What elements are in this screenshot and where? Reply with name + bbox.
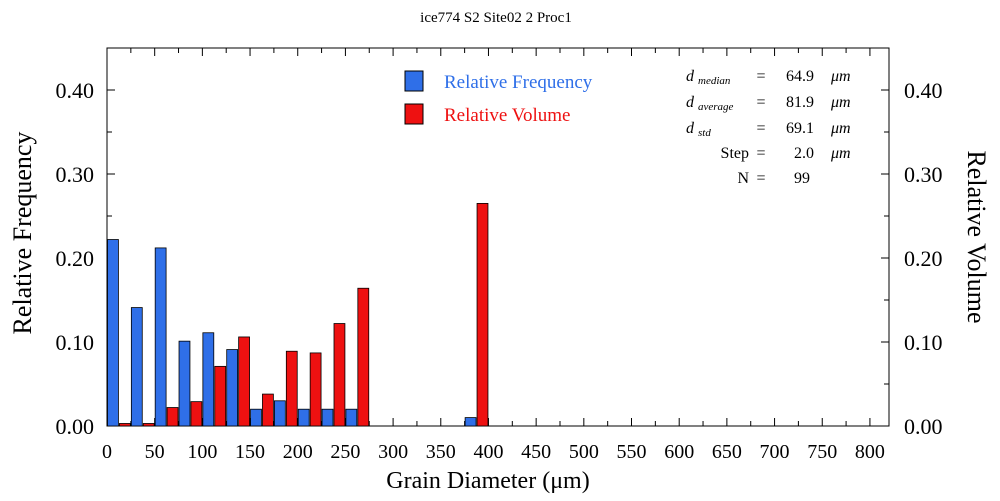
x-tick-label: 750 xyxy=(807,441,837,463)
bar-relative-frequency xyxy=(130,307,143,427)
bar-relative-volume xyxy=(476,202,489,427)
stat-median-eq: = xyxy=(756,68,765,85)
x-tick-labels: 0 50 100 150 200 250 300 350 400 450 500 550 600 650 7… xyxy=(102,441,885,463)
plot-frame xyxy=(106,47,890,427)
x-tick-label: 600 xyxy=(664,441,694,463)
x-tick-label: 150 xyxy=(235,441,265,463)
legend-swatch-frequency xyxy=(404,70,424,92)
y-tick-label-right: 0.00 xyxy=(904,414,943,439)
x-tick-label: 0 xyxy=(102,441,112,463)
legend-swatch-volume xyxy=(404,103,424,125)
bar-relative-volume xyxy=(166,407,179,427)
axis-ticks xyxy=(106,47,889,427)
bar-relative-volume xyxy=(309,352,322,427)
stat-std-value: 69.1 xyxy=(786,120,814,137)
stats-box: d median = 64.9 μm d average = 81.9 μm d st… xyxy=(686,68,851,187)
stat-n-label: N xyxy=(737,170,749,187)
x-tick-label: 300 xyxy=(378,441,408,463)
x-tick-label: 200 xyxy=(283,441,313,463)
x-tick-label: 50 xyxy=(145,441,165,463)
x-tick-label: 800 xyxy=(855,441,885,463)
x-tick-label: 700 xyxy=(760,441,790,463)
y-tick-label-left: 0.00 xyxy=(56,414,95,439)
stat-n-eq: = xyxy=(756,170,765,187)
bar-relative-frequency xyxy=(297,408,310,427)
bar-relative-frequency xyxy=(202,332,215,427)
bar-relative-volume xyxy=(238,336,250,427)
stat-n-value: 99 xyxy=(794,170,810,187)
y-tick-label-right: 0.10 xyxy=(904,330,943,355)
bar-relative-volume xyxy=(262,393,274,427)
x-axis-title: Grain Diameter (μm) xyxy=(386,468,589,494)
y-tick-label-left: 0.30 xyxy=(56,162,95,187)
x-tick-label: 400 xyxy=(473,441,503,463)
bar-relative-volume xyxy=(333,323,346,427)
y-tick-label-left: 0.10 xyxy=(56,330,95,355)
bars-group xyxy=(107,202,489,427)
x-tick-label: 350 xyxy=(426,441,456,463)
bar-relative-frequency xyxy=(107,239,119,427)
bar-relative-frequency xyxy=(321,408,334,427)
bar-relative-frequency xyxy=(154,247,167,427)
legend-label-volume: Relative Volume xyxy=(444,105,570,126)
bar-relative-frequency xyxy=(250,408,262,427)
y-tick-label-right: 0.40 xyxy=(904,78,943,103)
bar-relative-frequency xyxy=(345,408,358,427)
stat-average-unit: μm xyxy=(830,94,851,111)
y-tick-label-right: 0.20 xyxy=(904,246,943,271)
bar-relative-volume xyxy=(190,401,203,427)
bar-relative-frequency xyxy=(273,400,286,427)
stat-step-eq: = xyxy=(756,145,765,162)
bar-relative-volume xyxy=(142,423,155,427)
y-axis-title-left: Relative Frequency xyxy=(8,132,37,335)
stat-average-label: d average xyxy=(686,94,734,113)
bar-relative-frequency xyxy=(464,417,477,427)
legend: Relative Frequency Relative Volume xyxy=(404,70,593,126)
stat-step-value: 2.0 xyxy=(794,145,814,162)
stat-step-label: Step xyxy=(721,145,749,162)
stat-std-eq: = xyxy=(756,120,765,137)
bar-relative-volume xyxy=(285,350,298,427)
stat-median-unit: μm xyxy=(830,68,851,85)
bar-relative-volume xyxy=(119,423,131,427)
y-tick-labels: 0.00 0.00 0.10 0.10 0.20 0.20 0.30 0.30 0.40 0.40 xyxy=(56,78,943,439)
x-tick-label: 650 xyxy=(712,441,742,463)
x-tick-label: 450 xyxy=(521,441,551,463)
x-tick-label: 250 xyxy=(330,441,360,463)
y-tick-label-left: 0.40 xyxy=(56,78,95,103)
stat-step-unit: μm xyxy=(830,145,851,162)
stat-average-eq: = xyxy=(756,94,765,111)
x-tick-label: 550 xyxy=(617,441,647,463)
stat-median-value: 64.9 xyxy=(786,68,814,85)
y-axis-title-right: Relative Volume xyxy=(962,150,991,323)
legend-label-frequency: Relative Frequency xyxy=(444,72,593,93)
stat-std-unit: μm xyxy=(830,120,851,137)
stat-std-label: d std xyxy=(686,120,711,139)
y-tick-label-left: 0.20 xyxy=(56,246,95,271)
bar-relative-volume xyxy=(214,365,227,427)
bar-relative-volume xyxy=(357,287,370,427)
x-tick-label: 100 xyxy=(187,441,217,463)
x-tick-label: 500 xyxy=(569,441,599,463)
bar-relative-frequency xyxy=(178,340,191,427)
chart-title: ice774 S2 Site02 2 Proc1 xyxy=(420,10,572,26)
bar-relative-frequency xyxy=(226,349,239,427)
y-tick-label-right: 0.30 xyxy=(904,162,943,187)
stat-median-label: d median xyxy=(686,68,731,87)
stat-average-value: 81.9 xyxy=(786,94,814,111)
